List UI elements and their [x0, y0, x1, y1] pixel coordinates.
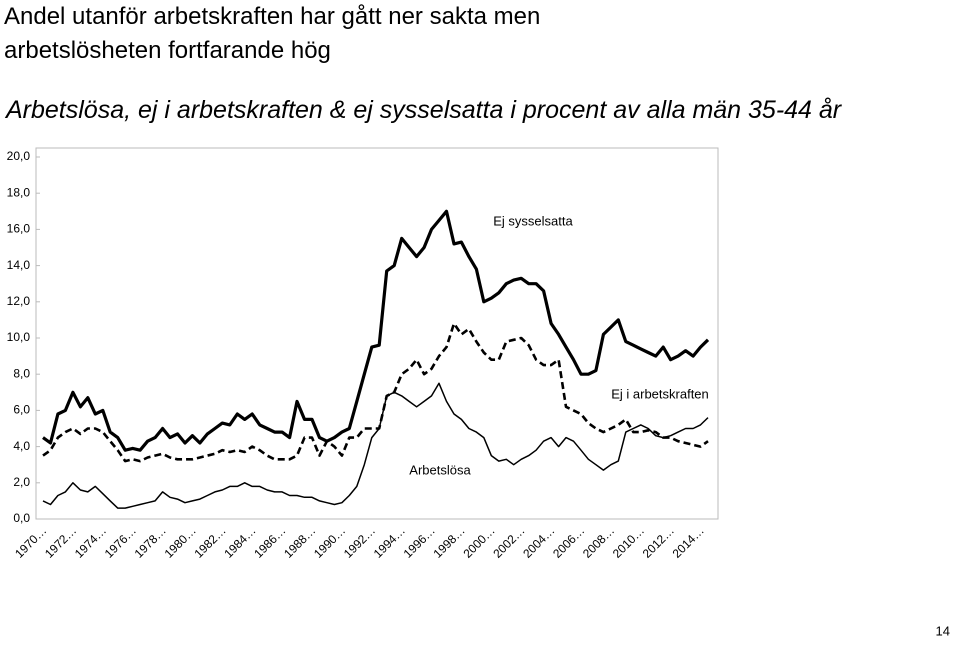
- x-tick-label: 1972…: [42, 523, 79, 560]
- x-tick-label: 2000…: [460, 523, 497, 560]
- x-tick-label: 1992…: [341, 523, 378, 560]
- x-tick-label: 1980…: [162, 523, 199, 560]
- series-label: Ej i arbetskraften: [611, 386, 709, 401]
- x-tick-label: 1970…: [12, 523, 49, 560]
- x-tick-label: 1988…: [281, 523, 318, 560]
- x-tick-label: 2004…: [520, 523, 557, 560]
- x-tick-label: 1994…: [371, 523, 408, 560]
- series-label: Arbetslösa: [409, 462, 471, 477]
- x-tick-label: 2014…: [670, 523, 707, 560]
- y-tick-label: 2,0: [13, 475, 30, 489]
- x-tick-label: 1982…: [191, 523, 228, 560]
- series-line: [42, 382, 709, 509]
- y-tick-label: 6,0: [13, 403, 30, 417]
- y-tick-label: 16,0: [7, 222, 31, 236]
- chart-title: Andel utanför arbetskraften har gått ner…: [4, 3, 540, 64]
- y-tick-label: 10,0: [7, 330, 31, 344]
- y-tick-label: 0,0: [13, 511, 30, 525]
- y-tick-label: 14,0: [7, 258, 31, 272]
- y-tick-label: 4,0: [13, 439, 30, 453]
- y-tick-label: 20,0: [7, 149, 31, 163]
- series-line: [42, 322, 709, 463]
- x-tick-label: 1974…: [72, 523, 109, 560]
- series-line: [42, 209, 710, 452]
- x-tick-label: 2012…: [640, 523, 677, 560]
- y-tick-label: 12,0: [7, 294, 31, 308]
- x-tick-label: 2008…: [580, 523, 617, 560]
- chart-subtitle: Arbetslösa, ej i arbetskraften & ej syss…: [4, 96, 843, 124]
- x-tick-label: 1984…: [221, 523, 258, 560]
- series-label: Ej sysselsatta: [493, 213, 573, 228]
- x-tick-label: 1996…: [401, 523, 438, 560]
- x-tick-label: 1986…: [251, 523, 288, 560]
- x-tick-label: 1990…: [311, 523, 348, 560]
- x-tick-label: 2010…: [610, 523, 647, 560]
- x-tick-label: 1976…: [102, 523, 139, 560]
- y-tick-label: 8,0: [13, 366, 30, 380]
- x-tick-label: 1998…: [431, 523, 468, 560]
- plot-frame: [35, 147, 719, 520]
- page-number: 14: [936, 623, 950, 638]
- x-tick-label: 2006…: [550, 523, 587, 560]
- x-tick-label: 2002…: [490, 523, 527, 560]
- x-tick-label: 1978…: [132, 523, 169, 560]
- y-tick-label: 18,0: [7, 185, 31, 199]
